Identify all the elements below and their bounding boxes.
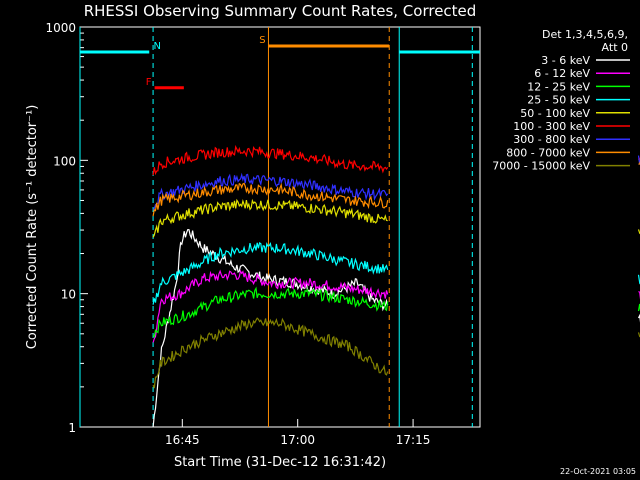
series-lines	[152, 144, 640, 428]
flag-label-2: S	[259, 35, 265, 46]
series-line-4-seg1	[152, 198, 388, 238]
time-markers	[79, 27, 473, 427]
legend-label-7: 800 - 7000 keV	[506, 146, 590, 159]
legend-label-5: 100 - 300 keV	[513, 120, 590, 133]
series-line-7-seg1	[152, 182, 389, 217]
flag-annotations: N F S	[80, 35, 480, 90]
series-line-0-seg1	[152, 228, 389, 428]
plot-area	[79, 26, 481, 428]
series-line-2-seg1	[152, 286, 389, 338]
y-axis: 1 10 100 1000	[45, 21, 88, 435]
series-line-5-seg1	[152, 144, 389, 176]
legend-header-0: Det 1,3,4,5,6,9,	[542, 28, 628, 41]
legend-label-2: 12 - 25 keV	[527, 80, 590, 93]
y-tick-label-2: 100	[53, 154, 76, 168]
x-tick-label-1: 17:00	[280, 433, 315, 447]
legend-label-1: 6 - 12 keV	[534, 67, 590, 80]
series-line-8-seg1	[152, 317, 389, 389]
series-line-3-seg1	[152, 241, 389, 305]
series-line-6-seg1	[152, 172, 389, 211]
flag-label-0: N	[153, 41, 160, 52]
legend-label-8: 7000 - 15000 keV	[492, 160, 590, 173]
legend-header-1: Att 0	[602, 41, 628, 54]
y-tick-label-1: 10	[61, 288, 76, 302]
plot-frame	[79, 26, 481, 428]
legend-label-4: 50 - 100 keV	[520, 107, 590, 120]
y-tick-label-3: 1000	[45, 21, 76, 35]
legend-label-6: 300 - 800 keV	[513, 133, 590, 146]
y-axis-label: Corrected Count Rate (s⁻¹ detector⁻¹)	[25, 105, 40, 350]
legend-label-3: 25 - 50 keV	[527, 94, 590, 107]
series-line-1-seg1	[152, 269, 389, 343]
x-tick-label-0: 16:45	[165, 433, 200, 447]
legend-label-0: 3 - 6 keV	[541, 54, 590, 67]
x-tick-label-2: 17:15	[396, 433, 431, 447]
footer-date: 22-Oct-2021 03:05	[560, 467, 636, 476]
chart-title: RHESSI Observing Summary Count Rates, Co…	[84, 2, 477, 20]
x-axis-label: Start Time (31-Dec-12 16:31:42)	[174, 455, 386, 470]
flag-label-1: F	[146, 77, 152, 88]
y-tick-label-0: 1	[68, 421, 76, 435]
x-axis: 16:45 17:00 17:15	[165, 419, 430, 447]
